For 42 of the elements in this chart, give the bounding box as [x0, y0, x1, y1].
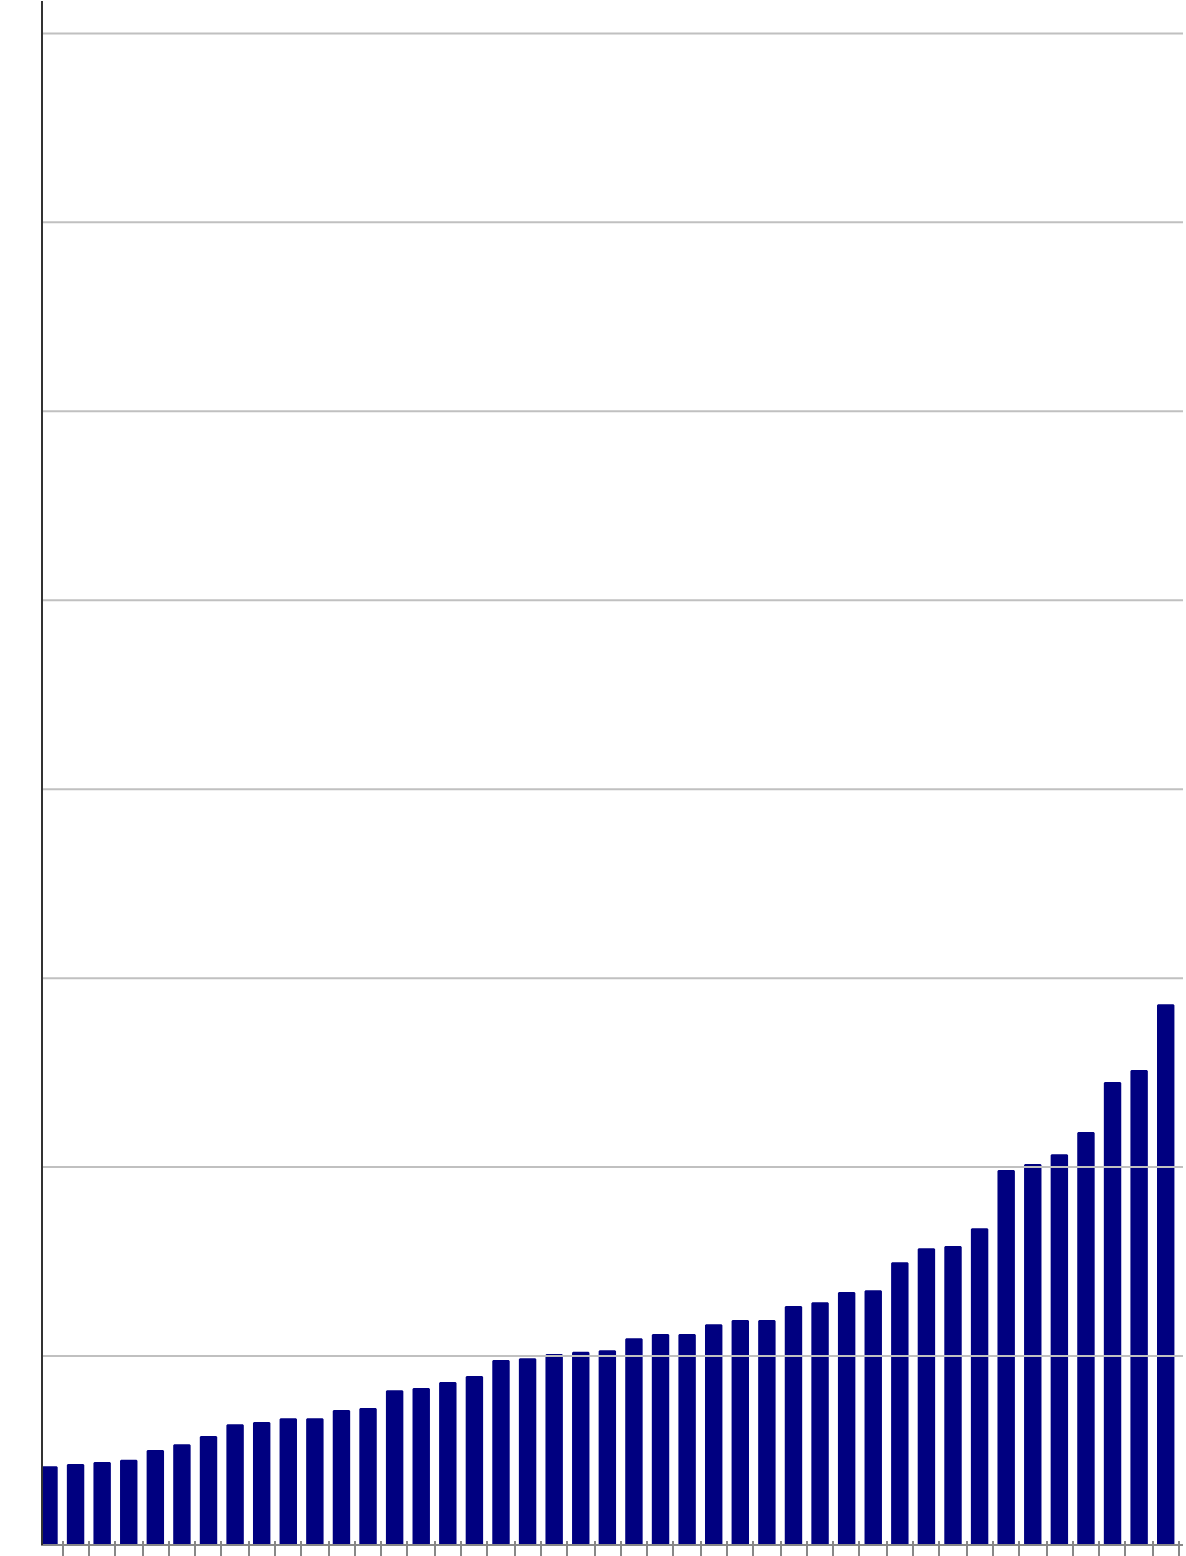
- bar: [226, 1424, 244, 1545]
- bar: [1157, 1004, 1175, 1545]
- bar: [279, 1418, 297, 1545]
- bar: [811, 1302, 829, 1545]
- bar: [704, 1324, 723, 1545]
- bar: [252, 1421, 271, 1545]
- bar: [1130, 1070, 1148, 1545]
- bar: [917, 1248, 936, 1545]
- bar: [572, 1351, 590, 1545]
- bar: [66, 1464, 85, 1545]
- bar: [332, 1410, 351, 1545]
- bar: [359, 1407, 377, 1545]
- bar: [306, 1418, 324, 1545]
- bar: [199, 1436, 218, 1545]
- bar: [146, 1450, 165, 1545]
- bar: [439, 1382, 457, 1545]
- bar: [545, 1353, 563, 1545]
- bar: [120, 1459, 138, 1545]
- bar: [758, 1319, 776, 1545]
- bar: [518, 1358, 537, 1545]
- bar: [492, 1359, 510, 1545]
- bar: [997, 1169, 1015, 1545]
- bar: [385, 1390, 404, 1545]
- bar: [651, 1333, 670, 1545]
- bar: [465, 1376, 484, 1545]
- bar: [1050, 1154, 1069, 1545]
- bar: [93, 1461, 111, 1545]
- bar: [891, 1262, 909, 1545]
- bar: [412, 1387, 430, 1545]
- bar: [784, 1305, 803, 1545]
- bar: [598, 1350, 617, 1545]
- bar: [173, 1444, 191, 1545]
- bar: [970, 1228, 989, 1545]
- bar: [1103, 1081, 1122, 1545]
- bar: [1024, 1163, 1042, 1545]
- bar: [944, 1246, 962, 1545]
- bar: [625, 1338, 643, 1545]
- bar: [1077, 1132, 1095, 1545]
- bar: [837, 1291, 856, 1545]
- bar: [731, 1319, 749, 1545]
- bar: [864, 1290, 882, 1545]
- bar: [678, 1333, 696, 1545]
